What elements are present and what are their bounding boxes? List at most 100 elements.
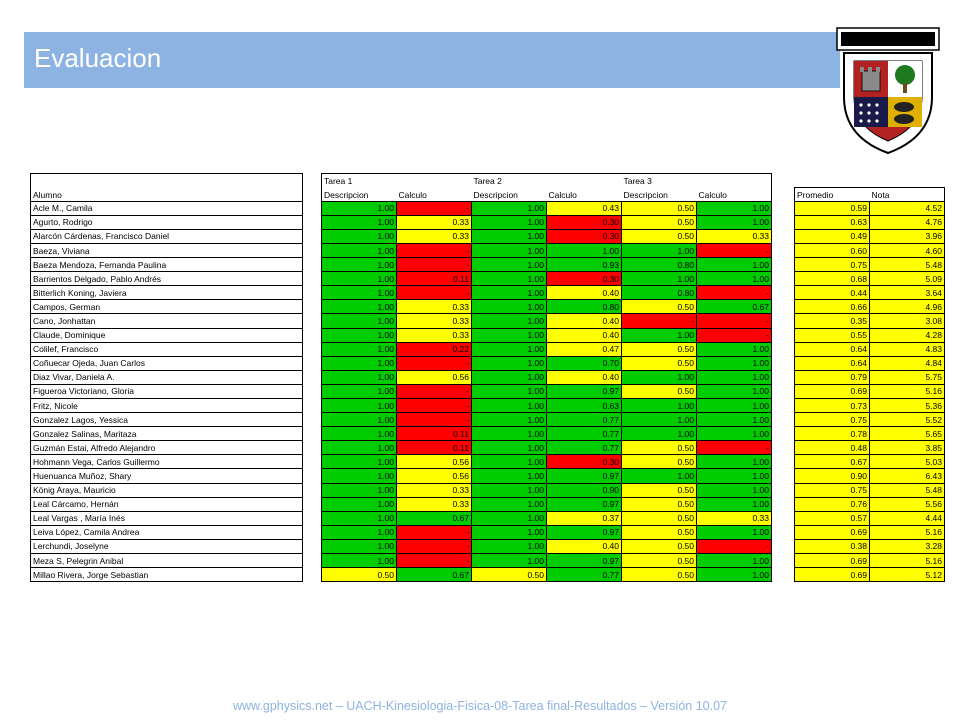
score-cell: - — [696, 440, 772, 456]
score-cell: 0.50 — [621, 496, 697, 512]
score-cell: 0.22 — [396, 341, 472, 357]
score-cell: - — [696, 327, 772, 343]
score-cell: - — [396, 355, 472, 371]
score-cell: 1.00 — [621, 242, 697, 259]
score-cell: - — [621, 313, 697, 329]
score-cell: 1.00 — [696, 397, 772, 414]
score-cell: 1.00 — [471, 440, 547, 456]
table-row: Meza S, Pelegrin Anibal 1.00-1.00 0.97 0.50… — [30, 553, 945, 569]
nota-cell: 5.09 — [869, 271, 945, 287]
score-cell: 0.50 — [321, 567, 397, 583]
table-row: Baeza Mendoza, Fernanda Paulina 1.00-1.00… — [30, 257, 945, 273]
table-row: Colilef, Francisco 1.00 0.22 1.00 0.47 0.50 1.… — [30, 341, 945, 357]
score-cell: 0.50 — [471, 567, 547, 583]
score-cell: 1.00 — [471, 426, 547, 442]
student-name: Bitterlich Koning, Javiera — [30, 285, 303, 301]
table-row: Gonzalez Salinas, Maritaza 1.00 0.11 1.00 0.… — [30, 426, 945, 442]
student-name: Figueroa Victoriano, Gloria — [30, 383, 303, 400]
group-header-tarea-1: Tarea 1 — [321, 173, 397, 188]
promedio-cell: 0.79 — [794, 369, 870, 385]
score-cell: - — [696, 285, 772, 301]
score-cell: 1.00 — [696, 567, 772, 583]
score-cell: 1.00 — [621, 327, 697, 343]
header-descripcion-1: Descripcion — [321, 187, 397, 202]
group-header-tarea-2: Tarea 2 — [471, 173, 547, 188]
score-cell: 1.00 — [696, 257, 772, 273]
score-cell: 0.50 — [621, 524, 697, 540]
header-calculo-1: Calculo — [396, 187, 472, 202]
score-cell: 1.00 — [471, 257, 547, 273]
score-cell: 0.97 — [546, 468, 622, 484]
score-cell: 1.00 — [696, 482, 772, 498]
header-alumno: Alumno — [30, 187, 303, 202]
nota-cell: 5.12 — [869, 567, 945, 583]
score-cell: 0.50 — [621, 200, 697, 216]
table-row: Fritz, Nicole 1.00-1.00 0.63 1.00 1.00 0.73 5.… — [30, 397, 945, 414]
nota-cell: 4.52 — [869, 200, 945, 216]
score-cell: 1.00 — [471, 553, 547, 569]
group-header-row: Tarea 1 Tarea 2 Tarea 3 — [30, 173, 945, 188]
score-cell: 1.00 — [321, 369, 397, 385]
score-cell: 0.77 — [546, 567, 622, 583]
score-cell: 1.00 — [471, 228, 547, 244]
title-bar: Evaluacion — [24, 32, 840, 88]
score-cell: 0.50 — [621, 567, 697, 583]
student-name: Gonzalez Lagos, Yessica — [30, 412, 303, 428]
score-cell: 0.30 — [546, 271, 622, 287]
score-cell: - — [396, 383, 472, 400]
promedio-cell: 0.59 — [794, 200, 870, 216]
score-cell: 1.00 — [621, 426, 697, 442]
table-row: Bitterlich Koning, Javiera 1.00-1.00 0.40 0… — [30, 285, 945, 301]
score-cell: 0.97 — [546, 383, 622, 400]
score-cell: 1.00 — [696, 454, 772, 470]
student-name: Acle M., Camila — [30, 200, 303, 216]
student-name: Leal Cárcamo, Hernán — [30, 496, 303, 512]
score-cell: 1.00 — [696, 341, 772, 357]
score-cell: 1.00 — [321, 397, 397, 414]
nota-cell: 3.08 — [869, 313, 945, 329]
score-cell: 0.11 — [396, 426, 472, 442]
student-name: Barrientos Delgado, Pablo Andrés — [30, 271, 303, 287]
nota-cell: 5.52 — [869, 412, 945, 428]
score-cell: 1.00 — [546, 242, 622, 259]
table-row: Figueroa Victoriano, Gloria 1.00-1.00 0.97… — [30, 383, 945, 400]
score-cell: 1.00 — [321, 412, 397, 428]
table-row: Claude, Dominique 1.00 0.33 1.00 0.40 1.00-0.… — [30, 327, 945, 343]
table-row: Coñuecar Ojeda, Juan Carlos 1.00-1.00 0.70… — [30, 355, 945, 371]
score-cell: 0.80 — [621, 285, 697, 301]
promedio-cell: 0.75 — [794, 412, 870, 428]
score-cell: 1.00 — [696, 271, 772, 287]
score-cell: 0.33 — [396, 496, 472, 512]
table-row: Diaz Vivar, Daniela A. 1.00 0.56 1.00 0.40 1.… — [30, 369, 945, 385]
nota-cell: 5.03 — [869, 454, 945, 470]
nota-cell: 5.48 — [869, 257, 945, 273]
score-cell: - — [396, 553, 472, 569]
score-cell: 0.40 — [546, 313, 622, 329]
score-cell: 0.63 — [546, 397, 622, 414]
promedio-cell: 0.69 — [794, 524, 870, 540]
table-row: Barrientos Delgado, Pablo Andrés 1.00 0.11… — [30, 271, 945, 287]
promedio-cell: 0.48 — [794, 440, 870, 456]
score-cell: 1.00 — [471, 341, 547, 357]
score-cell: 1.00 — [321, 228, 397, 244]
score-cell: 0.30 — [546, 214, 622, 230]
score-cell: 0.33 — [396, 299, 472, 315]
score-cell: 1.00 — [321, 214, 397, 230]
promedio-cell: 0.64 — [794, 341, 870, 357]
score-cell: 1.00 — [471, 412, 547, 428]
score-cell: 1.00 — [471, 214, 547, 230]
header-calculo-2: Calculo — [546, 187, 622, 202]
table-row: Baeza, Viviana 1.00-1.00 1.00 1.00-0.60 4.60 — [30, 242, 945, 259]
student-name: Leiva López, Camila Andrea — [30, 524, 303, 540]
header-nota: Nota — [869, 186, 945, 202]
student-name: Agurto, Rodrigo — [30, 214, 303, 230]
score-cell: 1.00 — [471, 200, 547, 216]
table-row: Acle M., Camila 1.00-1.00 0.43 0.50 1.00 0.59… — [30, 200, 945, 216]
score-cell: 1.00 — [321, 242, 397, 259]
student-name: Millao Rivera, Jorge Sebastian — [30, 567, 303, 583]
score-cell: 0.67 — [396, 567, 472, 583]
score-cell: 1.00 — [471, 242, 547, 259]
nota-cell: 5.16 — [869, 553, 945, 569]
promedio-cell: 0.49 — [794, 228, 870, 244]
score-cell: - — [396, 242, 472, 259]
